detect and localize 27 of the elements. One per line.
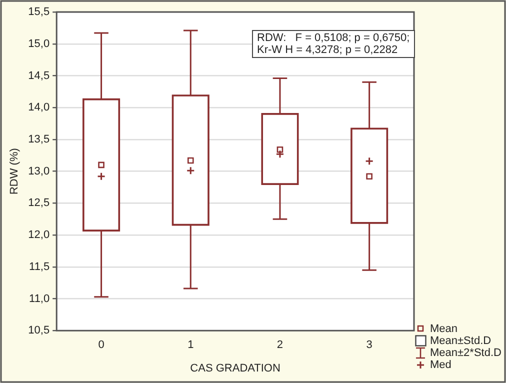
point [187,157,194,164]
y-tick-label: 13,0 [28,165,50,178]
y-tick-label: 12,5 [28,197,50,210]
x-tick-label: 0 [98,339,104,352]
x-tick-label: 1 [188,339,194,352]
x-tick-label: 3 [366,339,372,352]
y-tick-label: 11,0 [29,292,50,305]
y-tick-label: 15,0 [28,38,50,50]
y-tick-label: 10,5 [28,324,50,337]
y-tick-label: 11,5 [29,260,50,273]
point [98,162,104,168]
annotation: Kr-W H = 4,3278; p = 0,2282 [257,44,398,56]
text: Mean±2*Std.D [430,347,502,359]
text: Mean [430,323,458,335]
y-tick-label: 15,5 [28,6,50,18]
y-tick-label: 12,0 [28,229,50,242]
point [366,173,372,180]
x-tick-label: 2 [276,339,284,352]
annotation: RDW: F = 0,5108; p = 0,6750; [257,32,410,44]
text: Mean±Std.D [430,335,492,347]
x-axis-title: CAS GRADATION [190,362,280,374]
point [276,146,284,153]
y-tick-label: 13,5 [28,133,50,146]
y-tick-label: 14,0 [28,102,50,114]
y-tick-label: 14,5 [28,70,50,82]
text: Med [430,359,452,371]
y-axis-title: RDW (%) [8,148,21,195]
